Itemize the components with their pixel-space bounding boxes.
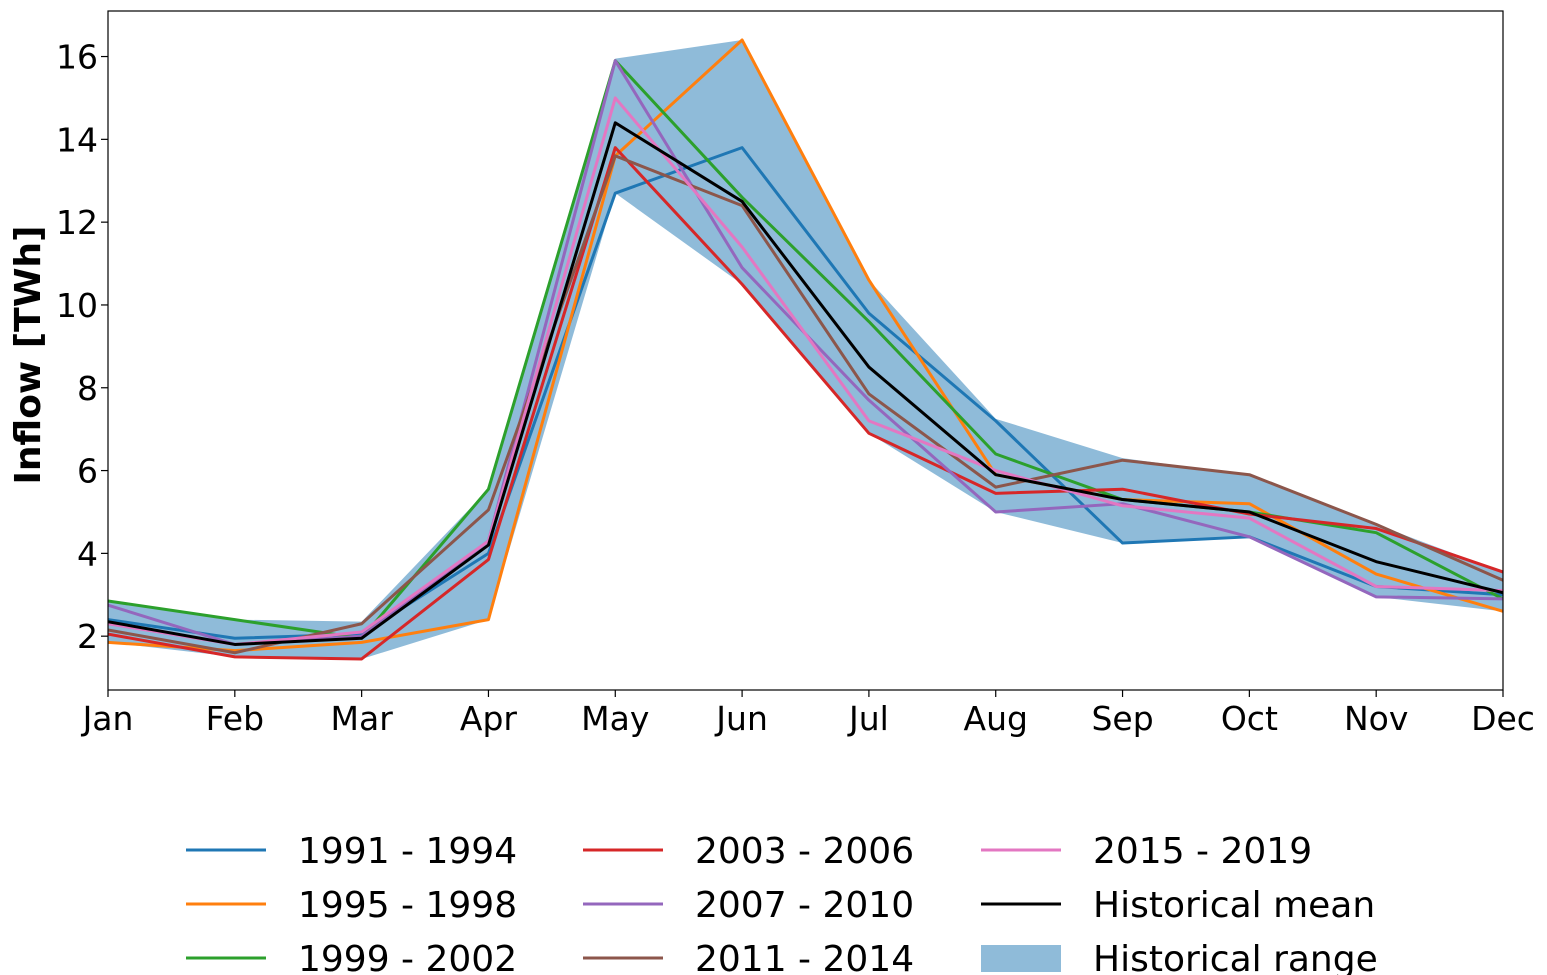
x-tick-label: Aug — [964, 699, 1028, 738]
legend-label: 2003 - 2006 — [695, 831, 914, 872]
series-line-2011-2014 — [108, 154, 1503, 655]
plot-content — [108, 38, 1503, 661]
x-tick-label: Apr — [460, 699, 518, 738]
legend-label: 2007 - 2010 — [695, 885, 914, 926]
y-tick-label: 6 — [77, 452, 98, 491]
x-tick-label: May — [581, 699, 649, 738]
y-tick-label: 16 — [56, 38, 98, 77]
legend-label: 1999 - 2002 — [298, 939, 517, 975]
legend-item-historical-mean: Historical mean — [981, 885, 1375, 926]
legend-swatch — [981, 945, 1061, 972]
series-line-historical-mean — [108, 121, 1503, 646]
y-tick-label: 4 — [77, 534, 98, 573]
x-tick-label: Nov — [1344, 699, 1408, 738]
x-tick-label: Dec — [1471, 699, 1535, 738]
series-line-2003-2006 — [108, 146, 1503, 661]
plot-area — [108, 38, 1503, 661]
x-tick-label: Jan — [81, 699, 134, 738]
x-tick-label: Feb — [206, 699, 264, 738]
x-tick-label: Mar — [331, 699, 394, 738]
legend-item-2015-2019: 2015 - 2019 — [981, 831, 1312, 872]
legend: 1991 - 1994 1995 - 1998 1999 - 2002 2003 - … — [186, 831, 1378, 975]
legend-label: 1991 - 1994 — [298, 831, 517, 872]
y-tick-label: 12 — [56, 203, 98, 242]
legend-label: Historical mean — [1093, 885, 1375, 926]
series-line-2015-2019 — [108, 96, 1503, 646]
legend-item-2011-2014: 2011 - 2014 — [583, 939, 914, 975]
x-tick-label: Jun — [714, 699, 768, 738]
axes: Jan Feb Mar Apr May Jun Jul Aug Sep Oct Nov Dec 2 4 6 8… — [56, 10, 1535, 738]
x-tick-label: Jul — [847, 699, 889, 738]
legend-item-historical-range: Historical range — [981, 939, 1378, 975]
legend-item-2007-2010: 2007 - 2010 — [583, 885, 914, 926]
legend-label: 2015 - 2019 — [1093, 831, 1312, 872]
y-tick-label: 10 — [56, 286, 98, 325]
legend-item-1999-2002: 1999 - 2002 — [186, 939, 517, 975]
y-tick-label: 14 — [56, 120, 98, 159]
historical-range-band — [108, 39, 1503, 659]
y-axis-label: Inflow [TWh] — [8, 225, 49, 484]
legend-item-2003-2006: 2003 - 2006 — [583, 831, 914, 872]
plot-frame — [107, 10, 1504, 691]
y-tick-label: 2 — [77, 617, 98, 656]
x-tick-label: Oct — [1221, 699, 1278, 738]
x-tick-label: Sep — [1091, 699, 1153, 738]
legend-item-1991-1994: 1991 - 1994 — [186, 831, 517, 872]
legend-item-1995-1998: 1995 - 1998 — [186, 885, 517, 926]
y-tick-label: 8 — [77, 369, 98, 408]
legend-label: 1995 - 1998 — [298, 885, 517, 926]
legend-label: 2011 - 2014 — [695, 939, 914, 975]
legend-label: Historical range — [1093, 939, 1378, 975]
